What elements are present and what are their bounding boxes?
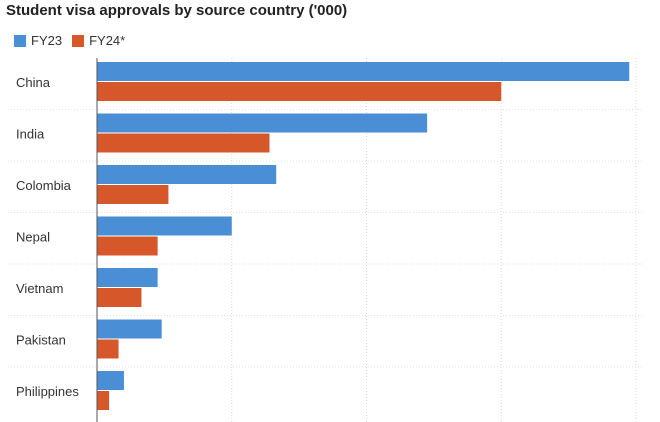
bar-philippines-fy23 — [97, 371, 124, 390]
legend-item-fy24: FY24* — [72, 33, 125, 48]
legend-swatch-fy24 — [72, 34, 85, 47]
legend-label-fy24: FY24* — [89, 33, 126, 48]
legend-label-fy23: FY23 — [31, 33, 63, 48]
category-label-philippines: Philippines — [16, 384, 79, 399]
bar-china-fy24 — [97, 82, 502, 101]
bar-nepal-fy23 — [97, 216, 232, 236]
legend-item-fy23: FY23 — [14, 33, 62, 48]
bar-colombia-fy24 — [97, 185, 169, 204]
category-label-nepal: Nepal — [16, 230, 50, 245]
category-label-vietnam: Vietnam — [16, 281, 63, 296]
bar-vietnam-fy23 — [97, 268, 158, 287]
legend-swatch-fy23 — [14, 34, 26, 47]
category-label-india: India — [16, 127, 45, 142]
bar-colombia-fy23 — [97, 165, 277, 184]
bar-india-fy24 — [97, 133, 270, 153]
bar-china-fy23 — [97, 62, 630, 81]
bar-pakistan-fy24 — [97, 339, 119, 359]
category-label-pakistan: Pakistan — [16, 333, 66, 348]
bar-pakistan-fy23 — [97, 319, 162, 339]
bar-india-fy23 — [97, 113, 428, 133]
category-label-china: China — [16, 75, 51, 90]
bar-nepal-fy24 — [97, 236, 158, 256]
category-label-colombia: Colombia — [16, 178, 72, 193]
bar-philippines-fy24 — [97, 391, 110, 410]
legend: FY23 FY24* — [14, 33, 135, 48]
bar-vietnam-fy24 — [97, 288, 142, 307]
chart-title: Student visa approvals by source country… — [6, 2, 348, 19]
